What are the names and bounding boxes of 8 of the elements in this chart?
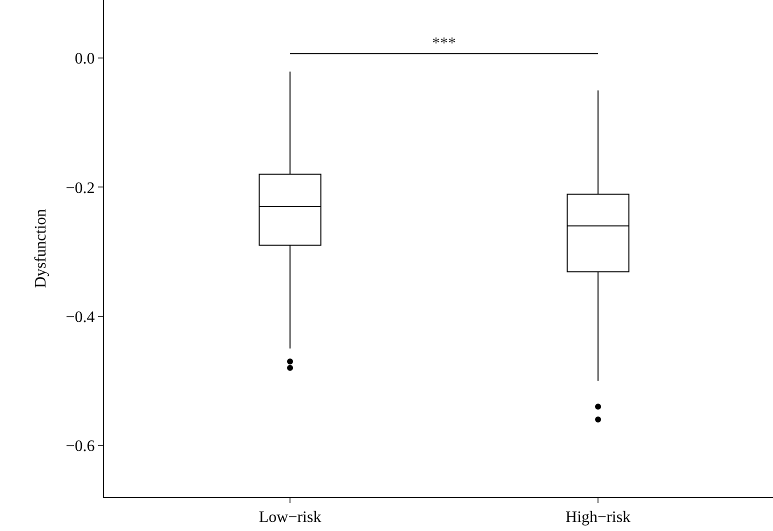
annotation: *** [432, 35, 456, 52]
y-tick-label: −0.2 [66, 180, 95, 197]
y-tick-label: 0.0 [74, 50, 95, 68]
y-tick-label: −0.6 [66, 438, 95, 455]
y-axis-title: Dysfunction [32, 208, 50, 288]
y-tick-label: −0.4 [66, 308, 95, 326]
x-tick-label: High−risk [566, 509, 631, 526]
x-tick-label: Low−risk [258, 509, 322, 526]
